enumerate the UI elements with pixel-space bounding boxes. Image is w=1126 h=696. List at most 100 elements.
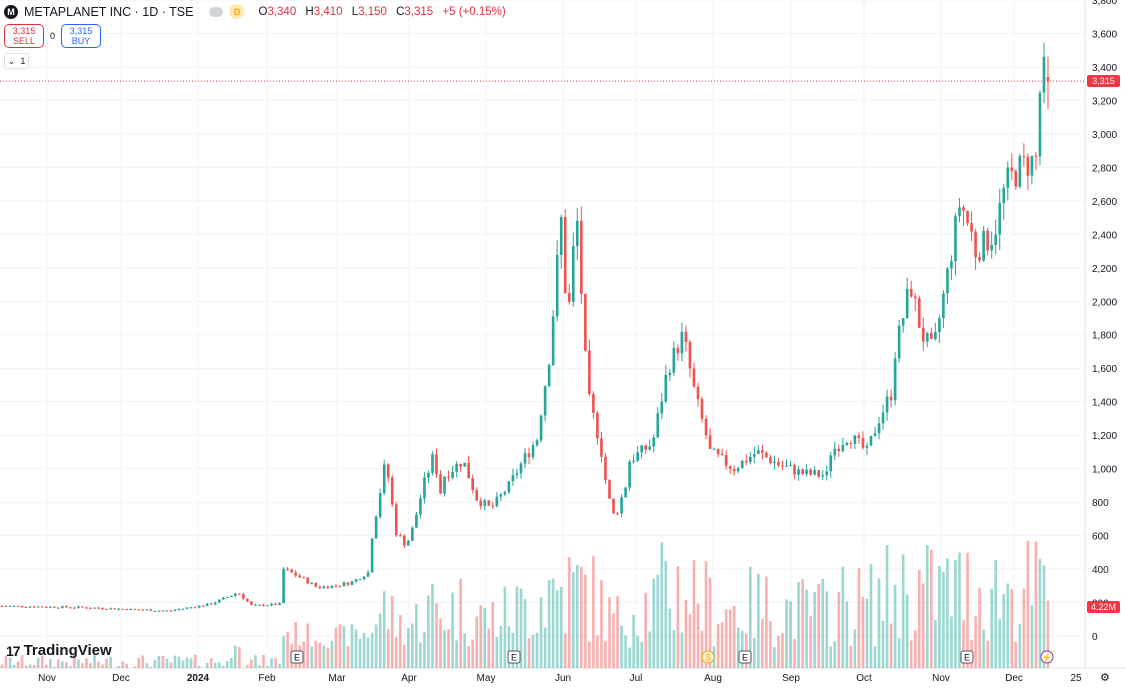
candle-body: [20, 605, 24, 607]
volume-bar: [483, 607, 487, 668]
volume-bar: [443, 630, 446, 668]
candle-body: [48, 606, 52, 608]
volume-bar: [648, 631, 652, 668]
volume-bar: [704, 561, 708, 668]
volume-bar: [258, 665, 261, 668]
volume-bar: [157, 655, 161, 668]
volume-bar: [73, 654, 76, 668]
candle-body: [555, 254, 559, 317]
candle-body: [129, 608, 133, 611]
volume-bar: [893, 584, 897, 668]
candle-body: [213, 602, 217, 605]
candle-body: [813, 470, 816, 475]
candle-body: [926, 333, 929, 342]
volume-bar: [563, 633, 567, 668]
candle-body: [559, 217, 563, 255]
symbol-logo[interactable]: M: [4, 4, 18, 19]
volume-bar: [487, 628, 491, 668]
volume-bar: [845, 601, 849, 668]
ohlc-close: 3,315: [404, 5, 434, 18]
volume-bar: [962, 620, 965, 668]
indicators-collapse-button[interactable]: ⌄ 1: [4, 53, 29, 69]
volume-bar: [841, 566, 845, 668]
candle-body: [588, 350, 591, 394]
volume-bar: [805, 589, 808, 668]
volume-bar: [901, 554, 905, 668]
candle-body: [962, 207, 965, 211]
candle-body: [688, 341, 692, 369]
candle-body: [865, 445, 869, 448]
volume-bar: [765, 576, 768, 668]
volume-bar: [411, 623, 414, 668]
candle-body: [1018, 156, 1022, 187]
volume-bar: [575, 565, 579, 668]
volume-bar: [1014, 641, 1018, 668]
volume-bar: [527, 638, 531, 668]
candle-body: [169, 610, 173, 612]
volume-bar: [793, 638, 796, 668]
volume-bar: [322, 645, 326, 668]
volume-bar: [334, 627, 338, 668]
volume-bar: [954, 560, 957, 668]
volume-bar: [921, 583, 925, 668]
volume-bar: [825, 591, 829, 668]
candle-body: [797, 469, 800, 475]
candle-body: [789, 465, 792, 467]
candle-body: [125, 609, 129, 611]
candle-body: [69, 607, 72, 609]
y-tick-label: 2,200: [1092, 264, 1117, 275]
candle-body: [4, 605, 8, 607]
candle-body: [801, 469, 804, 475]
volume-bar: [515, 586, 519, 668]
buy-button[interactable]: 3,315 BUY: [61, 24, 102, 48]
event-marker-label: S: [705, 653, 711, 663]
candle-body: [781, 465, 784, 467]
candle-body: [628, 461, 631, 488]
candle-body: [990, 244, 993, 251]
volume-bar: [350, 624, 354, 668]
volume-tag: 4.22M: [1087, 601, 1120, 613]
visibility-toggle-icon[interactable]: [209, 6, 224, 17]
candle-body: [728, 465, 732, 469]
ohlc-low: 3,150: [358, 5, 387, 18]
volume-bar: [881, 620, 885, 668]
earnings-marker: [960, 650, 974, 664]
candle-body: [314, 582, 318, 587]
volume-bar: [4, 656, 8, 668]
ohlc-low-label: L: [351, 5, 359, 18]
volume-bar: [861, 596, 865, 668]
candle-body: [258, 604, 261, 606]
candle-body: [407, 540, 410, 546]
candle-body: [1034, 155, 1038, 157]
tradingview-logo[interactable]: 17 TradingView: [6, 642, 112, 659]
earnings-marker: [738, 650, 752, 664]
candle-body: [608, 480, 611, 499]
volume-bar: [934, 619, 937, 668]
candle-body: [893, 358, 897, 401]
volume-bar: [656, 574, 660, 668]
volume-bar: [511, 632, 515, 668]
volume-bar: [499, 625, 503, 668]
candle-body: [221, 597, 225, 600]
candle-body: [744, 460, 748, 463]
dividend-badge[interactable]: D: [229, 4, 245, 19]
candle-body: [451, 471, 454, 478]
candle-body: [479, 500, 483, 506]
candle-body: [415, 514, 418, 528]
volume-bar: [966, 552, 969, 668]
volume-bar: [459, 578, 462, 668]
volume-bar: [105, 658, 108, 668]
candle-body: [773, 461, 776, 464]
sell-button[interactable]: 3,315 SELL: [4, 24, 44, 48]
settings-icon[interactable]: ⚙: [1100, 671, 1110, 684]
candle-body: [503, 492, 507, 495]
candle-body: [543, 386, 547, 416]
candle-body: [230, 595, 233, 598]
y-tick-label: 2,800: [1092, 163, 1117, 174]
symbol-title[interactable]: METAPLANET INC · 1D · TSE: [24, 4, 194, 19]
candle-body: [403, 535, 406, 546]
candle-body: [1022, 156, 1026, 158]
candle-body: [274, 603, 277, 605]
